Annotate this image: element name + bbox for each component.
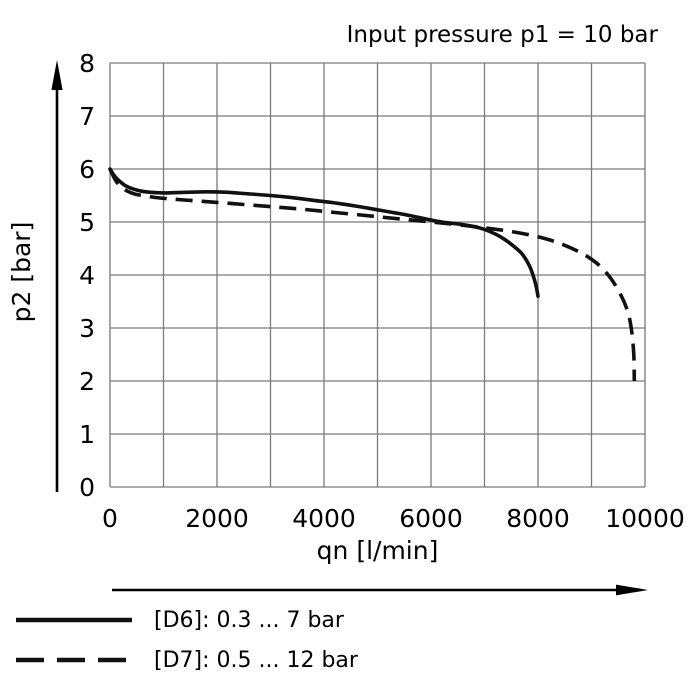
svg-text:1: 1 xyxy=(79,420,95,449)
y-axis-label: p2 [bar] xyxy=(7,221,36,323)
svg-text:3: 3 xyxy=(79,314,95,343)
legend: [D6]: 0.3 ... 7 bar [D7]: 0.5 ... 12 bar xyxy=(0,600,700,680)
svg-text:10000: 10000 xyxy=(605,504,685,533)
legend-item-d6: [D6]: 0.3 ... 7 bar xyxy=(0,600,700,640)
legend-solid-line-icon xyxy=(16,617,132,623)
svg-text:4: 4 xyxy=(79,261,95,290)
legend-label-d6: [D6]: 0.3 ... 7 bar xyxy=(154,607,344,633)
x-axis-label: qn [l/min] xyxy=(316,536,439,565)
svg-text:4000: 4000 xyxy=(292,504,356,533)
chart-title: Input pressure p1 = 10 bar xyxy=(346,22,658,48)
svg-text:7: 7 xyxy=(79,102,95,131)
svg-text:6: 6 xyxy=(79,155,95,184)
svg-text:8: 8 xyxy=(79,49,95,78)
svg-text:2000: 2000 xyxy=(185,504,249,533)
legend-item-d7: [D7]: 0.5 ... 12 bar xyxy=(0,640,700,680)
svg-text:0: 0 xyxy=(79,473,95,502)
svg-text:5: 5 xyxy=(79,208,95,237)
svg-text:0: 0 xyxy=(102,504,118,533)
svg-text:2: 2 xyxy=(79,367,95,396)
chart-canvas: 0 2000 4000 6000 8000 10000 0 1 2 3 4 5 6 7 8 xyxy=(51,49,685,596)
legend-dashed-line-icon xyxy=(16,657,134,663)
legend-label-d7: [D7]: 0.5 ... 12 bar xyxy=(154,647,358,673)
svg-text:8000: 8000 xyxy=(506,504,570,533)
svg-text:6000: 6000 xyxy=(399,504,463,533)
